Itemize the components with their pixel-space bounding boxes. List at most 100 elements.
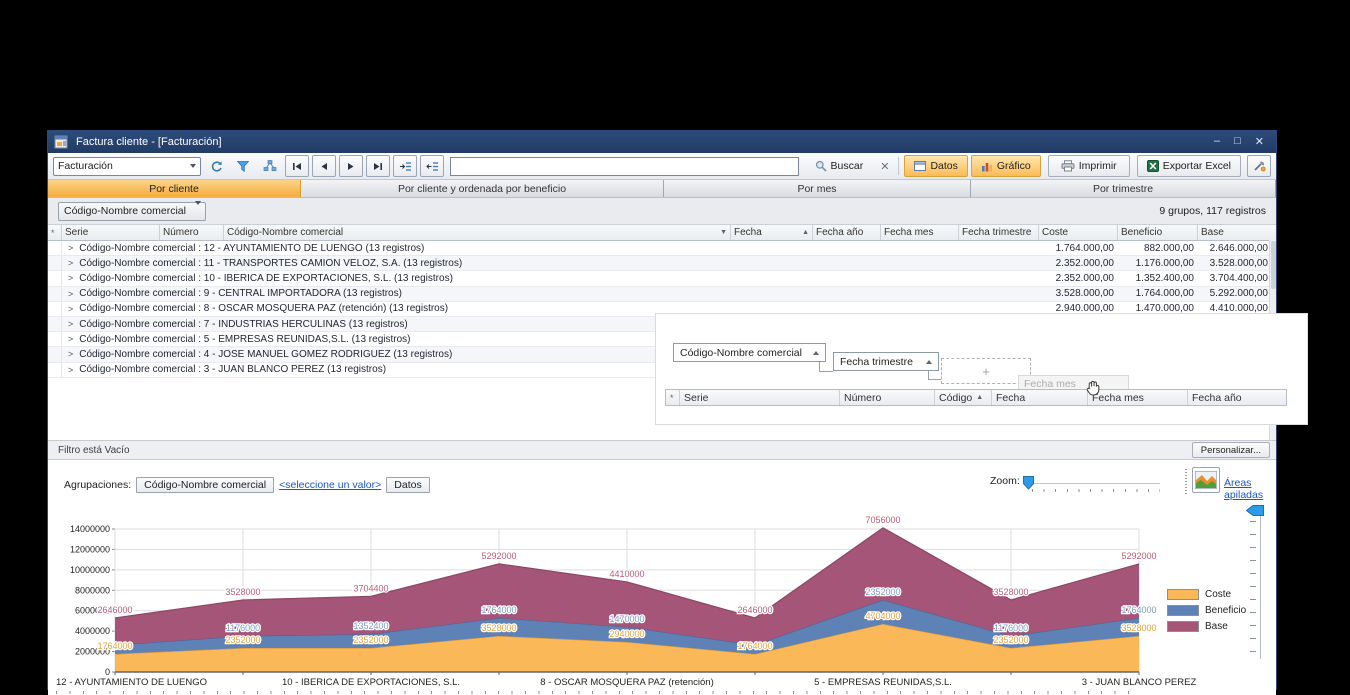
svg-text:8 - OSCAR MOSQUERA PAZ (retenc: 8 - OSCAR MOSQUERA PAZ (retención) [540,677,714,688]
svg-text:2646000: 2646000 [97,605,132,615]
filter-button[interactable] [231,155,255,177]
column-header-beneficio[interactable]: Beneficio [1118,225,1198,240]
minimize-button[interactable]: – [1214,135,1220,148]
column-header-fecha-trimestre[interactable]: Fecha trimestre [959,225,1039,240]
svg-text:3 - JUAN BLANCO PEREZ: 3 - JUAN BLANCO PEREZ [1082,677,1197,688]
next-record-icon [347,162,355,171]
first-record-button[interactable] [285,155,309,177]
select-value-link[interactable]: <seleccione un valor> [279,479,381,491]
refresh-button[interactable] [204,155,228,177]
filter-dropdown-icon[interactable]: ▼ [720,229,727,236]
vertical-zoom-ticks [1250,521,1256,661]
tab-por-cliente[interactable]: Por cliente [48,180,301,197]
expand-arrow-icon[interactable]: > [68,334,73,344]
group-hierarchy-button[interactable] [258,155,282,177]
tab-label: Por cliente [149,183,199,195]
close-button[interactable]: ✕ [1255,135,1264,148]
column-header-coste[interactable]: Coste [1039,225,1118,240]
svg-text:12000000: 12000000 [70,544,110,554]
overlay-column-fecha-ano[interactable]: Fecha año [1188,390,1286,405]
table-row[interactable]: >Código-Nombre comercial : 10 - IBERICA … [48,271,1276,286]
column-header-base[interactable]: Base [1198,225,1272,240]
areas-apiladas-link[interactable]: Áreas apiladas [1224,477,1276,501]
expand-arrow-icon[interactable]: > [68,273,73,283]
chart-type-button[interactable] [1192,467,1220,493]
printer-icon [1061,160,1075,172]
imprimir-button[interactable]: Imprimir [1048,155,1130,177]
tab-por-trimestre[interactable]: Por trimestre [971,180,1276,197]
expand-arrow-icon[interactable]: > [68,258,73,268]
column-header-fecha-ano[interactable]: Fecha año [813,225,881,240]
zoom-slider-thumb[interactable] [1023,476,1034,490]
tab-por-mes[interactable]: Por mes [664,180,971,197]
last-record-button[interactable] [366,155,390,177]
table-row[interactable]: >Código-Nombre comercial : 12 - AYUNTAMI… [48,241,1276,256]
vertical-zoom-thumb[interactable] [1246,505,1264,516]
sort-asc-icon [813,351,819,355]
grafico-label: Gráfico [997,160,1031,172]
group-chip-fecha-trimestre[interactable]: Fecha trimestre [833,352,939,371]
chart-toolbar-separator [1185,469,1187,495]
view-selector[interactable]: Facturación [53,157,201,176]
group-by-bar: Código-Nombre comercial 9 grupos, 117 re… [48,198,1276,225]
group-connector [928,371,941,380]
column-header-numero[interactable]: Número [160,225,224,240]
svg-text:1764000: 1764000 [481,605,516,615]
zoom-slider-track[interactable] [1028,483,1160,484]
overlay-column-fecha[interactable]: Fecha [992,390,1088,405]
main-toolbar: Facturación [48,153,1276,180]
drag-hand-cursor-icon [1084,378,1104,398]
expand-arrow-icon[interactable]: > [68,304,73,314]
svg-text:4704000: 4704000 [865,611,900,621]
expand-arrow-icon[interactable]: > [68,243,73,253]
beneficio-value: 1.764.000,00 [1118,287,1198,301]
chip-label: Fecha trimestre [840,356,913,368]
refresh-icon [210,160,223,173]
table-row[interactable]: >Código-Nombre comercial : 11 - TRANSPOR… [48,256,1276,271]
previous-record-button[interactable] [312,155,336,177]
chart-datos-chip[interactable]: Datos [386,477,429,493]
clear-search-icon[interactable]: ✕ [876,160,893,173]
table-row[interactable]: >Código-Nombre comercial : 9 - CENTRAL I… [48,287,1276,302]
column-header-codigo-nombre[interactable]: Código-Nombre comercial ▼ [224,225,731,240]
buscar-button[interactable]: Buscar [805,155,874,177]
group-row-label[interactable]: >Código-Nombre comercial : 9 - CENTRAL I… [62,287,1039,301]
tab-por-cliente-beneficio[interactable]: Por cliente y ordenada por beneficio [301,180,664,197]
expand-arrow-icon[interactable]: > [68,289,73,299]
exportar-excel-button[interactable]: Exportar Excel [1137,155,1241,177]
hierarchy-icon [263,160,277,172]
svg-text:3528000: 3528000 [225,587,260,597]
row-indicator [48,287,62,301]
group-chip-codigo-nombre[interactable]: Código-Nombre comercial [673,343,826,362]
next-record-button[interactable] [339,155,363,177]
group-row-label[interactable]: >Código-Nombre comercial : 11 - TRANSPOR… [62,256,1039,270]
tools-button[interactable] [1247,155,1271,177]
group-by-selector[interactable]: Código-Nombre comercial [58,202,206,221]
column-header-fecha-mes[interactable]: Fecha mes [881,225,959,240]
expand-arrow-icon[interactable]: > [68,349,73,359]
chart-legend: Coste Beneficio Base [1167,589,1246,632]
base-value: 2.646.000,00 [1198,241,1272,255]
expand-arrow-icon[interactable]: > [68,319,73,329]
grafico-toggle[interactable]: Gráfico [971,155,1041,177]
app-icon [54,135,68,149]
report-tabs: Por cliente Por cliente y ordenada por b… [48,180,1276,198]
grid-header-row: * Serie Número Código-Nombre comercial ▼… [48,225,1276,241]
group-row-label[interactable]: >Código-Nombre comercial : 12 - AYUNTAMI… [62,241,1039,255]
expand-groups-button[interactable] [393,155,417,177]
collapse-groups-button[interactable] [420,155,444,177]
overlay-column-codigo[interactable]: Código ▲ [935,390,992,405]
column-header-fecha[interactable]: Fecha ▲ [731,225,813,240]
personalizar-button[interactable]: Personalizar... [1192,442,1270,458]
chart-group-chip[interactable]: Código-Nombre comercial [136,477,274,493]
datos-toggle[interactable]: Datos [904,155,967,177]
chevron-down-icon[interactable] [186,158,200,175]
sort-asc-icon [926,360,932,364]
overlay-column-serie[interactable]: Serie [680,390,840,405]
expand-arrow-icon[interactable]: > [68,365,73,375]
search-input[interactable] [450,157,799,176]
overlay-column-numero[interactable]: Número [840,390,935,405]
column-header-serie[interactable]: Serie [62,225,160,240]
group-row-label[interactable]: >Código-Nombre comercial : 10 - IBERICA … [62,271,1039,285]
maximize-button[interactable]: □ [1234,135,1241,148]
